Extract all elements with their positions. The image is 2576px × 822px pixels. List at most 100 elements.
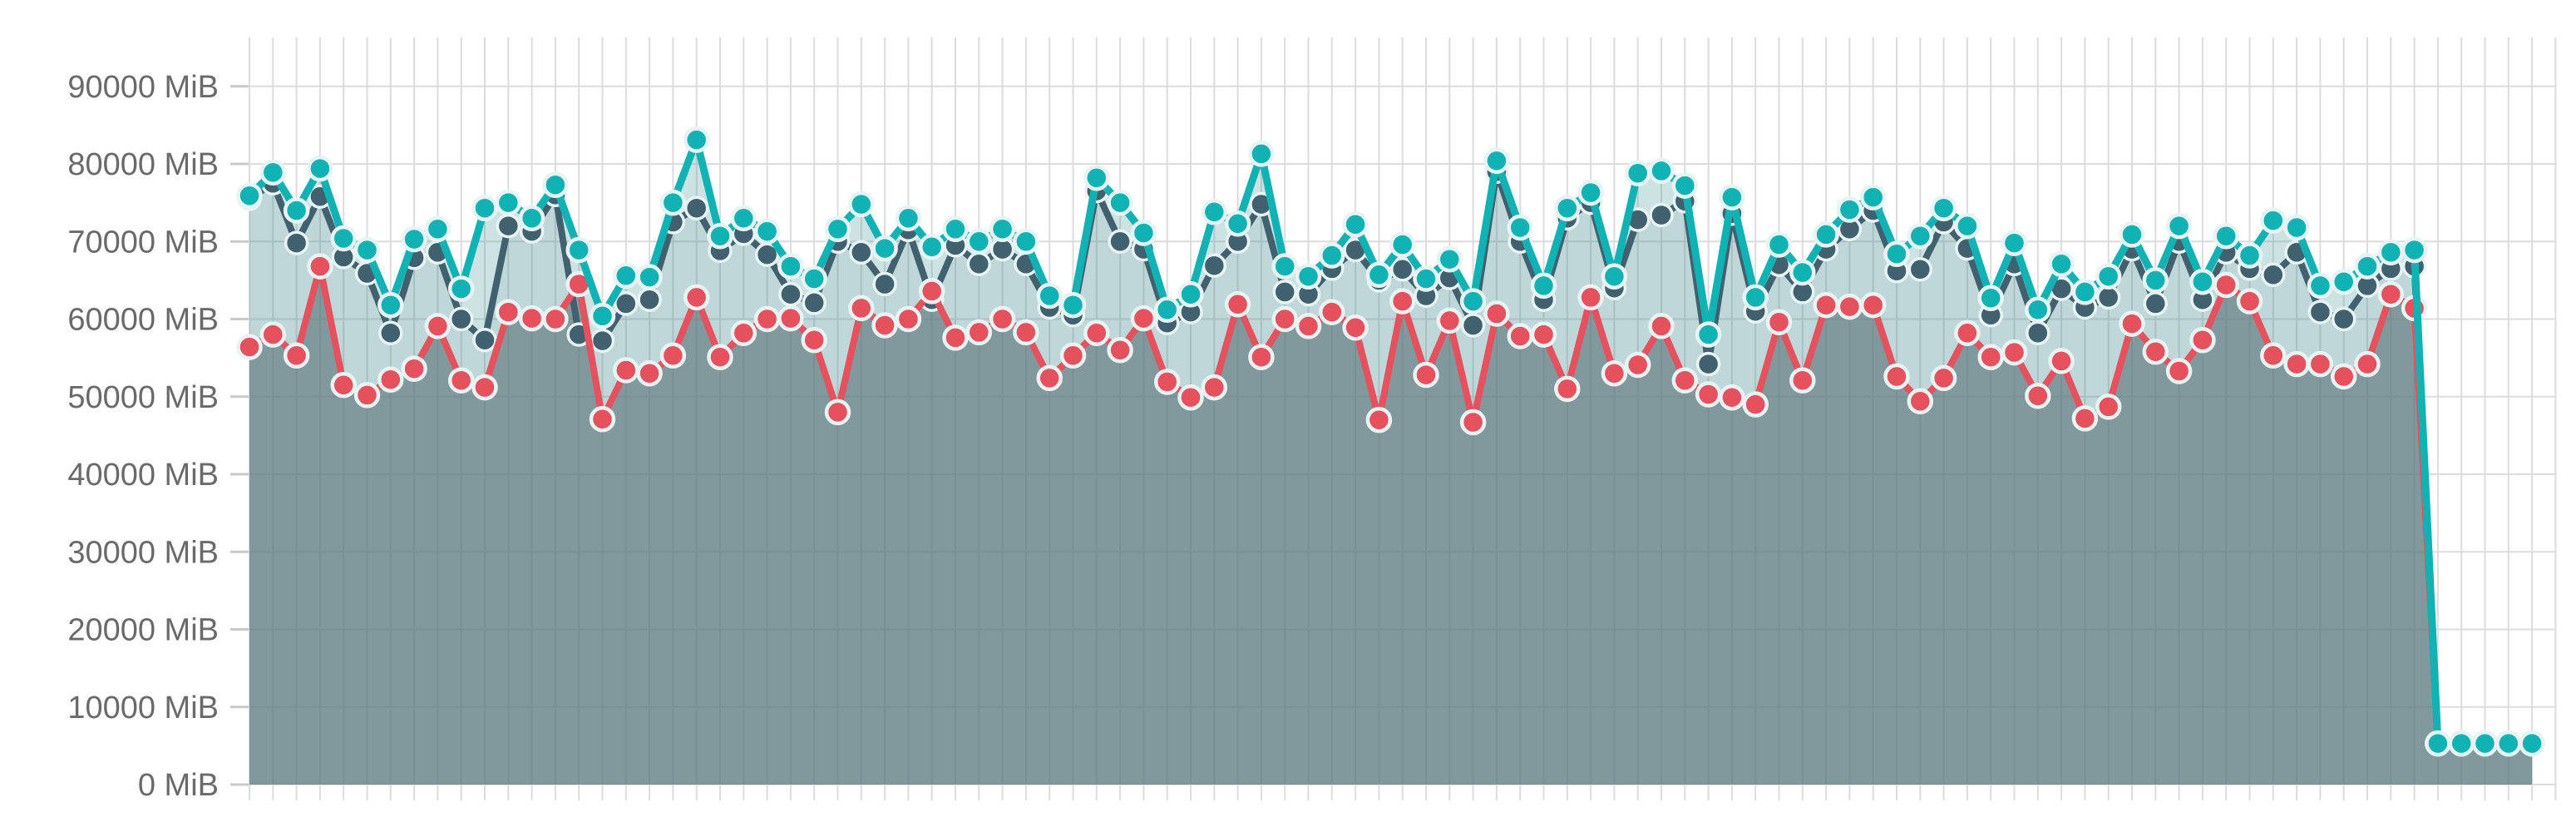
teal-series-point — [1789, 259, 1816, 286]
red-series-point — [471, 374, 498, 401]
teal-series-point — [1413, 265, 1439, 292]
red-series-point — [1153, 369, 1181, 395]
red-series-point — [2119, 310, 2145, 337]
slate-series-point — [2331, 306, 2356, 332]
slate-series-point — [2026, 320, 2050, 346]
red-series-point — [871, 312, 898, 339]
red-series-point — [1930, 364, 1957, 392]
teal-series-point — [1201, 199, 1228, 225]
y-axis-label: 70000 MiB — [67, 225, 219, 260]
teal-series-point — [2165, 212, 2193, 240]
teal-series-point — [307, 155, 333, 182]
y-axis-tick — [230, 550, 249, 553]
red-series-point — [1859, 291, 1887, 319]
red-series-point — [659, 342, 687, 369]
red-series-point — [707, 344, 733, 370]
red-series-point — [1459, 409, 1487, 436]
red-series-point — [1695, 381, 1722, 408]
teal-series-point — [1554, 195, 1581, 221]
slate-series-point — [2095, 285, 2121, 310]
slate-series-point — [1649, 202, 1674, 228]
red-series-point — [542, 305, 569, 333]
red-series-point — [401, 355, 427, 382]
y-axis-tick — [230, 85, 249, 88]
y-axis-tick — [230, 240, 249, 243]
red-series-point — [1554, 375, 1581, 403]
teal-series-point — [1719, 184, 1745, 210]
teal-series-point — [2025, 296, 2051, 324]
teal-series-point — [1507, 214, 1533, 241]
red-series-point — [942, 324, 969, 351]
teal-series-point — [1130, 220, 1157, 246]
red-series-point — [1248, 344, 1275, 370]
teal-series-point — [2377, 239, 2405, 266]
teal-series-point — [1483, 147, 1510, 175]
slate-series-point — [2261, 262, 2286, 288]
slate-series-point — [496, 213, 521, 239]
red-series-point — [2330, 363, 2357, 390]
red-series-point — [1883, 363, 1910, 390]
teal-series-point — [2189, 268, 2216, 295]
teal-series-point — [2048, 250, 2075, 278]
teal-series-point — [283, 197, 310, 224]
y-axis-tick — [230, 628, 249, 631]
slate-series-point — [1272, 280, 1297, 305]
teal-series-point — [1459, 288, 1487, 314]
red-series-point — [753, 305, 781, 333]
teal-series-point — [2260, 207, 2287, 234]
red-series-point — [2236, 288, 2263, 314]
teal-series-point — [1954, 212, 1981, 240]
red-series-point — [1413, 361, 1439, 389]
y-axis-label: 10000 MiB — [67, 691, 219, 725]
teal-series-point — [1648, 157, 1675, 185]
teal-series — [236, 126, 2545, 757]
teal-series-point — [2425, 730, 2451, 757]
teal-series-point — [753, 218, 781, 245]
slate-series-point — [590, 328, 615, 354]
red-series-point — [1177, 384, 1204, 411]
red-series-point — [1295, 313, 1322, 339]
y-axis-label: 90000 MiB — [67, 70, 219, 105]
red-series-point — [353, 382, 381, 409]
red-series-point — [2283, 350, 2310, 378]
teal-series-point — [1742, 284, 1769, 311]
red-series-point — [1836, 293, 1863, 320]
red-series-point — [989, 305, 1016, 333]
y-axis-label: 50000 MiB — [67, 380, 219, 415]
red-series-point — [2165, 358, 2193, 384]
teal-series-point — [2330, 268, 2357, 295]
red-series-point — [895, 305, 922, 333]
y-axis-label: 30000 MiB — [67, 535, 219, 570]
red-series-point — [801, 326, 827, 354]
red-series-point — [824, 399, 851, 426]
red-series-point — [848, 295, 875, 322]
teal-series-point — [2471, 730, 2499, 757]
teal-series-point — [1107, 189, 1133, 216]
teal-series-point — [236, 182, 263, 209]
teal-series-point — [495, 189, 522, 216]
teal-series-point — [1036, 282, 1063, 309]
red-series-point — [777, 305, 804, 332]
teal-series-point — [824, 215, 851, 243]
red-series-point — [730, 319, 758, 347]
teal-series-point — [330, 225, 357, 252]
teal-series-point — [1342, 210, 1369, 238]
red-series-point — [1601, 360, 1628, 387]
teal-series-point — [378, 291, 404, 319]
teal-series-point — [636, 264, 663, 290]
red-series-point — [1013, 319, 1039, 346]
slate-series-point — [849, 240, 874, 265]
red-series-point — [1624, 351, 1651, 379]
red-series-point — [447, 367, 475, 394]
teal-series-point — [659, 189, 687, 216]
slate-series-point — [637, 287, 662, 312]
red-series-point — [589, 406, 616, 433]
red-series-point — [1719, 384, 1745, 411]
red-series-point — [2260, 342, 2287, 369]
red-series-point — [613, 357, 639, 384]
red-series-point — [1954, 319, 1981, 347]
red-series-point — [1365, 406, 1393, 433]
red-series-point — [2189, 326, 2216, 354]
slate-series-point — [872, 271, 897, 297]
